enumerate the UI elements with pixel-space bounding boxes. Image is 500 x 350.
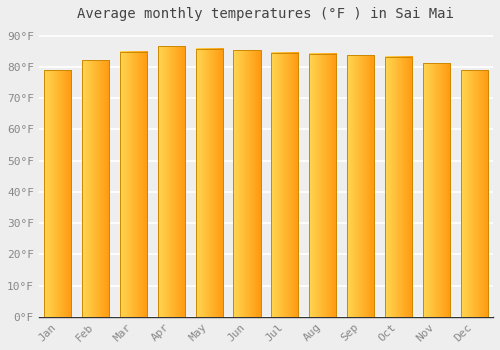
- Bar: [309, 54, 336, 317]
- Bar: [44, 70, 72, 317]
- Bar: [120, 51, 147, 317]
- Bar: [460, 70, 488, 317]
- Bar: [196, 49, 223, 317]
- Bar: [422, 63, 450, 317]
- Title: Average monthly temperatures (°F ) in Sai Mai: Average monthly temperatures (°F ) in Sa…: [78, 7, 454, 21]
- Bar: [234, 50, 260, 317]
- Bar: [158, 46, 185, 317]
- Bar: [385, 57, 412, 317]
- Bar: [271, 52, 298, 317]
- Bar: [347, 55, 374, 317]
- Bar: [82, 60, 109, 317]
